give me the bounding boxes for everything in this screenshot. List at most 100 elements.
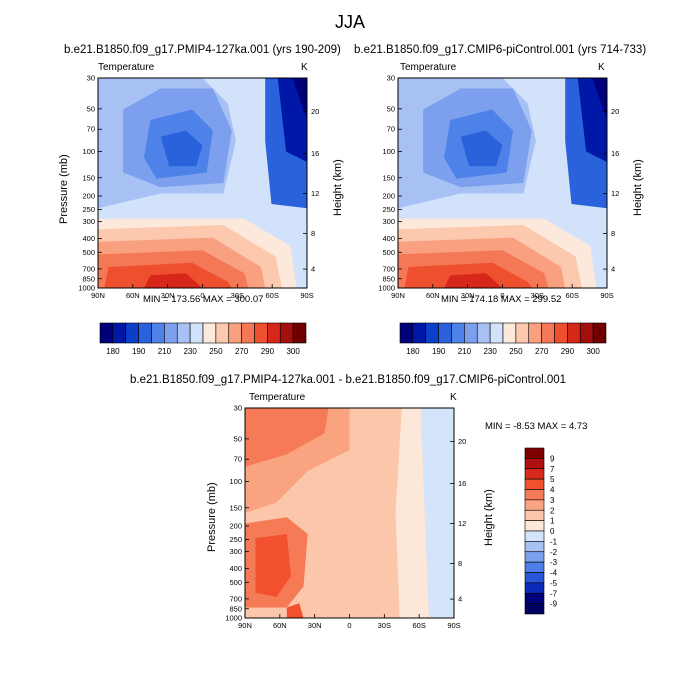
- panel3-ytick-label: 100: [229, 477, 242, 486]
- panel2-ytick-label: 500: [382, 248, 395, 257]
- panel2-colorbar-label: 180: [406, 347, 420, 356]
- panel3-colorbar-label: 4: [550, 486, 555, 495]
- panel3-colorbar-box: [524, 603, 545, 615]
- panel1-ytick-label: 150: [82, 173, 95, 182]
- panel2-ytick-right-label: 4: [611, 265, 615, 274]
- panel2-colorbar-label: 290: [561, 347, 575, 356]
- panel2-ytick-label: 300: [382, 217, 395, 226]
- panel2-title: b.e21.B1850.f09_g17.CMIP6-piControl.001 …: [354, 44, 647, 56]
- panel1-ytick-label: 850: [82, 274, 95, 283]
- panel1-band-pole-b: [277, 78, 307, 162]
- panel1-ytick-right-label: 8: [311, 229, 315, 238]
- panel3-colorbar-label: -9: [550, 600, 558, 609]
- panel1-minmax: MIN = 173.56 MAX = 300.07: [143, 294, 264, 305]
- panel3-ytick-label: 700: [229, 594, 242, 603]
- panel2-colorbar-label: 250: [509, 347, 523, 356]
- panel3-ytick-label: 50: [234, 434, 242, 443]
- panel1-colorbar-label: 250: [209, 347, 223, 356]
- panel3-colorbar-box: [524, 478, 545, 490]
- panel1-ytick-label: 100: [82, 147, 95, 156]
- panel2-ytick-right-label: 12: [611, 189, 619, 198]
- panel1-ytick-right-label: 12: [311, 189, 319, 198]
- panel2-colorbar-box: [592, 322, 607, 344]
- panel3-ytick-right-label: 12: [458, 519, 466, 528]
- panel1-xtick-label: 30S: [231, 291, 244, 300]
- page-title: JJA: [334, 12, 365, 32]
- panel3-colorbar-box: [524, 541, 545, 553]
- panel3-colorbar-box: [524, 447, 545, 459]
- panel3-colorbar-box: [524, 592, 545, 604]
- panel3-colorbar-box: [524, 520, 545, 532]
- panel3-colorbar-box: [524, 499, 545, 511]
- panel2-band-pole-b: [577, 78, 607, 162]
- panel3-ytick-label: 200: [229, 522, 242, 531]
- panel3-band-trop-warm2: [255, 534, 291, 597]
- panel3-colorbar-label: -1: [550, 537, 558, 546]
- panel3-colorbar-box: [524, 551, 545, 563]
- panel2-ytick-label: 70: [387, 125, 395, 134]
- panel2-xtick-label: 30N: [461, 291, 475, 300]
- panel2-xtick-label: 60S: [565, 291, 578, 300]
- panel3-colorbar-label: 7: [550, 465, 555, 474]
- panel2-colorbar-label: 230: [483, 347, 497, 356]
- panel1-xtick-label: 60S: [265, 291, 278, 300]
- panel1-colorbar: 180 190 210 230 250 270 290 300: [99, 322, 307, 356]
- panel3-units: K: [450, 392, 457, 403]
- panel2-ytick-right-label: 8: [611, 229, 615, 238]
- panel1-band-pole-c: [292, 78, 307, 120]
- panel3-minmax: MIN = -8.53 MAX = 4.73: [485, 421, 588, 432]
- panel1-xtick-label: 0: [200, 291, 204, 300]
- panel3-colorbar-label: -3: [550, 558, 558, 567]
- panel3-colorbar-label: -7: [550, 589, 558, 598]
- panel3-colorbar-box: [524, 561, 545, 573]
- panel1-xtick-label: 90N: [91, 291, 105, 300]
- panel3-colorbar-label: 0: [550, 527, 555, 536]
- panel3-ytick-label: 500: [229, 578, 242, 587]
- panel3-colorbar-label: -4: [550, 569, 558, 578]
- panel3-xtick-label: 90S: [447, 621, 460, 630]
- panel3-colorbar-label: 2: [550, 506, 555, 515]
- panel3-ytick-label: 70: [234, 455, 242, 464]
- panel3-colorbar-box: [524, 509, 545, 521]
- panel1-xtick-label: 90S: [300, 291, 313, 300]
- panel2-units: K: [598, 62, 605, 73]
- panel2-colorbar-label: 210: [458, 347, 472, 356]
- panel3-band-surface-warm: [286, 603, 304, 618]
- panel3-ytick-label: 150: [229, 503, 242, 512]
- panel3-colorbar-label: 3: [550, 496, 555, 505]
- panel3-colorbar-box: [524, 572, 545, 584]
- panel3-variable-label: Temperature: [249, 392, 306, 403]
- panel3-ytick-right-label: 4: [458, 595, 462, 604]
- panel2-xtick-label: 60N: [426, 291, 440, 300]
- panel2-ytick-label: 700: [382, 264, 395, 273]
- panel2-xtick-label: 30S: [531, 291, 544, 300]
- panel3-xtick-label: 90N: [238, 621, 252, 630]
- panel1-colorbar-box: [292, 322, 307, 344]
- panel3-field: [245, 408, 454, 618]
- panel3-colorbar-box: [524, 489, 545, 501]
- panel3-title: b.e21.B1850.f09_g17.PMIP4-127ka.001 - b.…: [130, 374, 567, 386]
- panel1-colorbar-label: 180: [106, 347, 120, 356]
- panel3-colorbar-box: [524, 458, 545, 470]
- panel3-xtick-label: 0: [347, 621, 351, 630]
- panel3-colorbar-box: [524, 468, 545, 480]
- panel2-band-trop-f: [444, 273, 503, 288]
- panel1-ytick-label: 500: [82, 248, 95, 257]
- panel2-xtick-label: 90N: [391, 291, 405, 300]
- panel2-ytick-label: 850: [382, 274, 395, 283]
- panel1-title: b.e21.B1850.f09_g17.PMIP4-127ka.001 (yrs…: [64, 44, 341, 56]
- panel2-minmax: MIN = 174.18 MAX = 299.52: [441, 294, 562, 305]
- panel1-xtick-label: 60N: [126, 291, 140, 300]
- panel3-ytick-label: 250: [229, 535, 242, 544]
- panel1-ytick-label: 400: [82, 234, 95, 243]
- panel2-ytick-label: 30: [387, 74, 395, 83]
- panel3-colorbar-label: 9: [550, 454, 555, 463]
- panel3-xtick-label: 30S: [378, 621, 391, 630]
- panel3-ytick-label: 1000: [225, 614, 242, 623]
- panel1-units: K: [301, 62, 308, 73]
- panel1-ytick-label: 70: [87, 125, 95, 134]
- panel1-field: [98, 78, 307, 288]
- panel2-colorbar-label: 270: [535, 347, 549, 356]
